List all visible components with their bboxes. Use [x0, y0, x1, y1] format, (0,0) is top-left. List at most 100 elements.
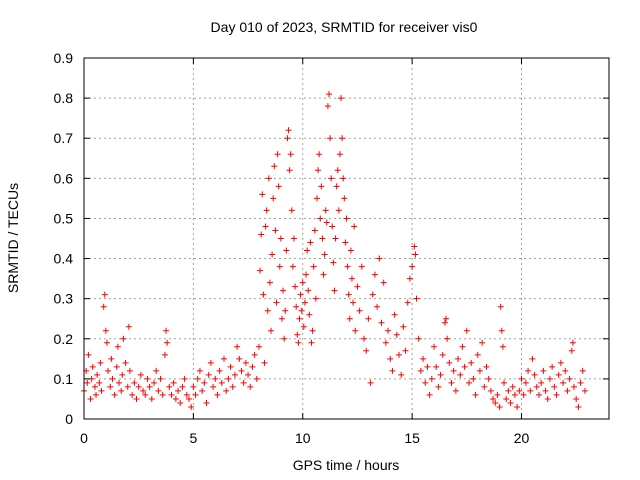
data-point: [533, 383, 540, 390]
data-point: [240, 379, 247, 386]
data-point: [266, 279, 273, 286]
data-point: [518, 375, 525, 382]
data-point: [452, 387, 459, 394]
data-point: [393, 331, 400, 338]
data-point: [175, 387, 182, 394]
data-point: [342, 239, 349, 246]
data-point: [114, 343, 121, 350]
data-point: [291, 235, 297, 242]
data-point: [218, 379, 225, 386]
data-point: [474, 351, 481, 358]
data-point: [402, 347, 409, 354]
data-point: [280, 287, 287, 294]
data-point: [498, 327, 505, 334]
data-point: [391, 311, 398, 318]
data-point: [428, 375, 435, 382]
data-point: [327, 135, 334, 142]
data-point: [536, 391, 542, 398]
data-point: [571, 383, 577, 390]
data-point: [238, 367, 245, 374]
data-point: [507, 399, 514, 406]
data-point: [298, 307, 305, 314]
data-point: [437, 371, 444, 378]
data-point: [296, 315, 303, 322]
data-point: [347, 247, 354, 254]
data-point: [207, 359, 214, 366]
data-point: [317, 215, 324, 222]
data-point: [285, 127, 292, 134]
data-point: [341, 195, 348, 202]
y-tick-label: 0.6: [54, 170, 74, 186]
data-point: [483, 363, 490, 370]
y-tick-label: 0.3: [54, 291, 74, 307]
data-point: [304, 247, 311, 254]
data-point: [183, 391, 190, 398]
data-point: [557, 359, 564, 366]
data-point: [345, 291, 352, 298]
data-point: [264, 307, 271, 314]
data-point: [253, 375, 260, 382]
data-point: [503, 395, 510, 402]
data-point: [166, 383, 173, 390]
data-point: [564, 387, 571, 394]
data-point: [318, 183, 325, 190]
data-point: [344, 263, 351, 270]
data-point: [153, 367, 160, 374]
data-point: [100, 303, 107, 310]
data-point: [365, 315, 372, 322]
data-point: [424, 363, 431, 370]
data-point: [354, 283, 361, 290]
data-point: [356, 307, 363, 314]
data-point: [231, 371, 238, 378]
data-point: [194, 375, 201, 382]
chart-title: Day 010 of 2023, SRMTID for receiver vis…: [211, 19, 478, 35]
data-point: [108, 355, 115, 362]
data-point: [293, 303, 300, 310]
data-point: [542, 387, 549, 394]
data-point: [146, 383, 153, 390]
data-point: [163, 327, 170, 334]
data-point: [91, 383, 98, 390]
data-point: [472, 391, 479, 398]
data-point: [431, 343, 437, 350]
data-point: [562, 367, 569, 374]
data-point: [328, 175, 335, 182]
data-point: [155, 387, 162, 394]
data-point: [151, 379, 157, 386]
data-point: [105, 367, 112, 374]
data-point: [188, 403, 195, 410]
data-point: [258, 231, 265, 238]
data-point: [101, 291, 108, 298]
data-point: [274, 151, 281, 158]
data-point: [186, 395, 192, 402]
data-point: [520, 391, 527, 398]
plot-frame: [83, 57, 610, 420]
data-point: [181, 375, 188, 382]
data-point: [247, 383, 254, 390]
data-point: [320, 271, 327, 278]
data-point: [168, 391, 175, 398]
data-point: [89, 363, 96, 370]
data-point: [553, 391, 560, 398]
data-point: [338, 95, 345, 102]
data-point: [514, 403, 521, 410]
data-point: [177, 399, 184, 406]
data-point: [214, 391, 221, 398]
data-point: [463, 327, 470, 334]
data-point: [286, 167, 293, 174]
data-point: [569, 339, 576, 346]
data-point: [289, 263, 296, 270]
data-point: [103, 339, 110, 346]
data-point: [426, 391, 433, 398]
data-point: [348, 275, 355, 282]
data-point: [273, 299, 280, 306]
data-point: [396, 351, 402, 358]
data-point: [496, 403, 503, 410]
data-point: [265, 175, 272, 182]
data-point: [516, 387, 523, 394]
y-tick-label: 0.7: [54, 130, 74, 146]
data-point: [400, 323, 407, 330]
data-point: [210, 383, 217, 390]
data-point: [573, 395, 580, 402]
data-point: [300, 323, 307, 330]
